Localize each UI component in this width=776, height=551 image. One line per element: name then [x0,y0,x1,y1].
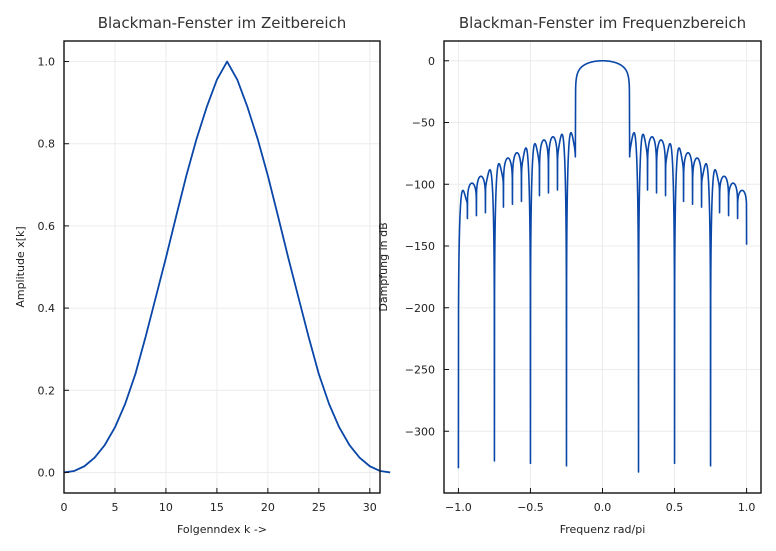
y-tick-label: 0.2 [38,384,56,397]
frequency-chart-title: Blackman-Fenster im Frequenzbereich [459,14,746,32]
frequency-x-axis-label: Frequenz rad/pi [560,523,646,536]
frequency-grid [444,41,761,493]
x-tick-label: 1.0 [738,501,756,514]
y-tick-label: −150 [405,240,435,253]
y-tick-label: −50 [412,117,435,130]
y-tick-label: 0.0 [38,466,56,479]
x-tick-label: 5 [111,501,118,514]
x-tick-label: 15 [210,501,224,514]
time-grid [63,41,380,493]
x-tick-label: 0.5 [666,501,684,514]
y-tick-label: 1.0 [38,56,56,69]
y-tick-label: −200 [405,302,435,315]
y-tick-label: −250 [405,364,435,377]
y-tick-label: 0.4 [38,302,56,315]
time-ticks: 0 5 10 15 20 25 30 0.0 0.2 0.4 0.6 0.8 1.0 [38,56,377,514]
x-tick-label: 0 [61,501,68,514]
x-tick-label: −0.5 [517,501,544,514]
x-tick-label: 20 [261,501,275,514]
frequency-ticks: −1.0 −0.5 0.0 0.5 1.0 0 −50 −100 −150 −200 −250 −30… [405,55,756,514]
x-tick-label: 10 [159,501,173,514]
time-y-axis-label: Amplitude x[k] [14,226,27,307]
frequency-response-curve [457,59,748,473]
y-tick-label: −100 [405,178,435,191]
y-tick-label: 0 [428,55,435,68]
frequency-domain-chart: −1.0 −0.5 0.0 0.5 1.0 0 −50 −100 −150 −200 −250 −30… [377,14,762,536]
time-domain-chart: 0 5 10 15 20 25 30 0.0 0.2 0.4 0.6 0.8 1.0 Blackman-… [14,14,391,536]
x-tick-label: 25 [312,501,326,514]
x-tick-label: −1.0 [445,501,472,514]
time-axes-frame [63,40,381,494]
y-tick-label: −300 [405,425,435,438]
y-tick-label: 0.8 [38,138,56,151]
x-tick-label: 0.0 [594,501,612,514]
frequency-y-axis-label: Dämpfung in dB [377,222,390,311]
time-window-curve [63,60,391,474]
time-chart-title: Blackman-Fenster im Zeitbereich [98,14,347,32]
time-x-axis-label: Folgenndex k -> [177,523,267,536]
x-tick-label: 30 [363,501,377,514]
y-tick-label: 0.6 [38,220,56,233]
